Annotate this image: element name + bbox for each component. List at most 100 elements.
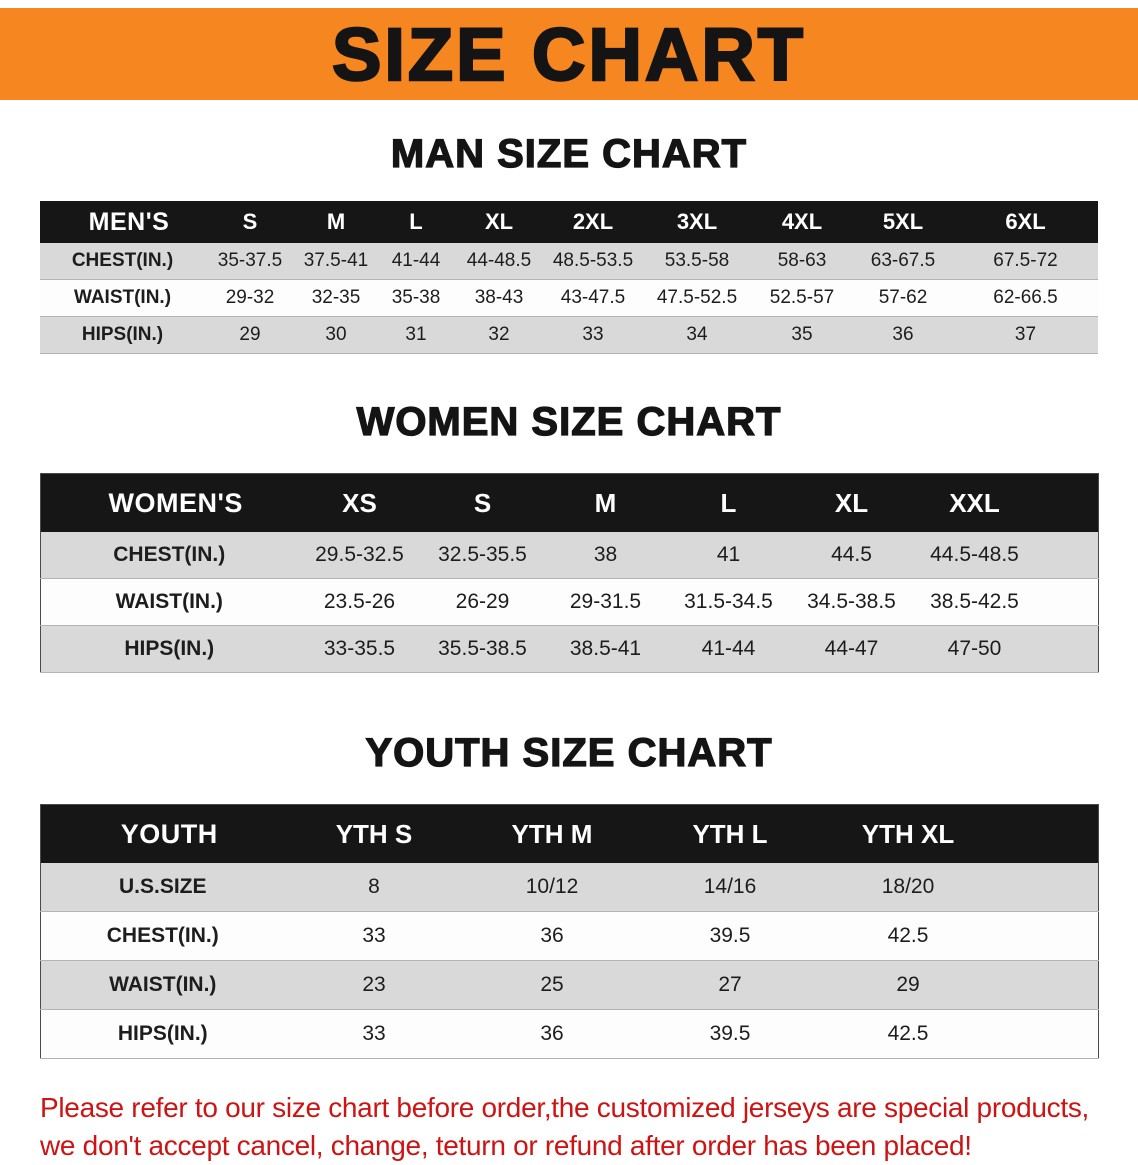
row-label: WAIST(IN.) — [40, 578, 298, 626]
women-size-table: WOMEN'S XS S M L XL XXL CHEST(IN.) 29.5-… — [39, 473, 1099, 673]
size-header-cell: S — [205, 201, 295, 243]
size-header-cell: XS — [298, 473, 421, 532]
size-value-cell: 31 — [377, 316, 455, 354]
size-value-cell: 33-35.5 — [298, 625, 421, 673]
row-label: U.S.SIZE — [40, 863, 285, 912]
size-value-cell: 67.5-72 — [953, 243, 1098, 280]
filler-cell — [997, 960, 1098, 1010]
men-waist-row: WAIST(IN.) 29-32 32-35 35-38 38-43 43-47… — [40, 279, 1098, 317]
size-value-cell: 36 — [463, 1009, 641, 1059]
disclaimer-line-2: we don't accept cancel, change, teturn o… — [40, 1129, 972, 1161]
women-waist-row: WAIST(IN.) 23.5-26 26-29 29-31.5 31.5-34… — [40, 578, 1098, 626]
size-value-cell: 29 — [205, 316, 295, 354]
filler-cell — [1036, 532, 1098, 579]
filler-cell — [997, 1009, 1098, 1059]
size-header-cell: L — [377, 201, 455, 243]
youth-section-heading: YOUTH SIZE CHART — [365, 730, 773, 775]
size-value-cell: 48.5-53.5 — [543, 243, 643, 280]
size-value-cell: 25 — [463, 960, 641, 1010]
filler-cell — [1036, 625, 1098, 673]
men-header-row: MEN'S S M L XL 2XL 3XL 4XL 5XL 6XL — [40, 201, 1098, 243]
size-value-cell: 47.5-52.5 — [643, 279, 751, 317]
size-value-cell: 44.5 — [790, 532, 913, 579]
size-header-cell: 4XL — [751, 201, 853, 243]
size-value-cell: 53.5-58 — [643, 243, 751, 280]
size-value-cell: 34 — [643, 316, 751, 354]
row-label: HIPS(IN.) — [40, 1009, 285, 1059]
size-header-cell: 5XL — [853, 201, 953, 243]
size-value-cell: 34.5-38.5 — [790, 578, 913, 626]
size-chart-page: SIZE CHART MAN SIZE CHART MEN'S S M L XL… — [0, 8, 1138, 1161]
size-value-cell: 38.5-42.5 — [913, 578, 1036, 626]
filler-cell — [1036, 473, 1098, 532]
filler-cell — [997, 911, 1098, 961]
youth-header-row: YOUTH YTH S YTH M YTH L YTH XL — [40, 804, 1098, 863]
youth-hips-row: HIPS(IN.) 33 36 39.5 42.5 — [40, 1009, 1098, 1059]
size-value-cell: 41-44 — [667, 625, 790, 673]
size-value-cell: 14/16 — [641, 863, 819, 912]
size-value-cell: 31.5-34.5 — [667, 578, 790, 626]
size-value-cell: 30 — [295, 316, 377, 354]
filler-cell — [1036, 578, 1098, 626]
size-value-cell: 29-32 — [205, 279, 295, 317]
size-value-cell: 44-48.5 — [455, 243, 543, 280]
women-hips-row: HIPS(IN.) 33-35.5 35.5-38.5 38.5-41 41-4… — [40, 625, 1098, 673]
size-value-cell: 32-35 — [295, 279, 377, 317]
men-table-title: MEN'S — [40, 201, 205, 243]
size-value-cell: 33 — [543, 316, 643, 354]
size-header-cell: M — [295, 201, 377, 243]
size-header-cell: YTH S — [285, 804, 463, 863]
women-chest-row: CHEST(IN.) 29.5-32.5 32.5-35.5 38 41 44.… — [40, 532, 1098, 579]
size-value-cell: 36 — [463, 911, 641, 961]
youth-table-title: YOUTH — [40, 804, 285, 863]
size-value-cell: 37.5-41 — [295, 243, 377, 280]
size-value-cell: 38 — [544, 532, 667, 579]
size-value-cell: 8 — [285, 863, 463, 912]
size-value-cell: 57-62 — [853, 279, 953, 317]
size-value-cell: 29-31.5 — [544, 578, 667, 626]
size-value-cell: 44-47 — [790, 625, 913, 673]
size-value-cell: 58-63 — [751, 243, 853, 280]
size-header-cell: YTH XL — [819, 804, 997, 863]
size-value-cell: 32.5-35.5 — [421, 532, 544, 579]
size-header-cell: 3XL — [643, 201, 751, 243]
banner: SIZE CHART — [0, 8, 1138, 100]
size-header-cell: M — [544, 473, 667, 532]
size-value-cell: 43-47.5 — [543, 279, 643, 317]
size-value-cell: 37 — [953, 316, 1098, 354]
size-value-cell: 38.5-41 — [544, 625, 667, 673]
size-value-cell: 18/20 — [819, 863, 997, 912]
size-header-cell: L — [667, 473, 790, 532]
size-value-cell: 47-50 — [913, 625, 1036, 673]
row-label: CHEST(IN.) — [40, 243, 205, 280]
men-hips-row: HIPS(IN.) 29 30 31 32 33 34 35 36 37 — [40, 316, 1098, 354]
size-value-cell: 35-38 — [377, 279, 455, 317]
size-value-cell: 35-37.5 — [205, 243, 295, 280]
size-value-cell: 29 — [819, 960, 997, 1010]
row-label: WAIST(IN.) — [40, 279, 205, 317]
size-value-cell: 23.5-26 — [298, 578, 421, 626]
size-header-cell: XXL — [913, 473, 1036, 532]
size-value-cell: 23 — [285, 960, 463, 1010]
size-value-cell: 35 — [751, 316, 853, 354]
size-value-cell: 41-44 — [377, 243, 455, 280]
row-label: CHEST(IN.) — [40, 911, 285, 961]
men-chest-row: CHEST(IN.) 35-37.5 37.5-41 41-44 44-48.5… — [40, 243, 1098, 280]
size-value-cell: 41 — [667, 532, 790, 579]
row-label: CHEST(IN.) — [40, 532, 298, 579]
size-header-cell: YTH M — [463, 804, 641, 863]
disclaimer-line-1: Please refer to our size chart before or… — [40, 1092, 1090, 1123]
women-section-heading: WOMEN SIZE CHART — [356, 399, 782, 444]
disclaimer: Please refer to our size chart before or… — [40, 1089, 1098, 1165]
size-value-cell: 44.5-48.5 — [913, 532, 1036, 579]
filler-cell — [997, 863, 1098, 912]
size-value-cell: 62-66.5 — [953, 279, 1098, 317]
youth-size-table: YOUTH YTH S YTH M YTH L YTH XL U.S.SIZE … — [39, 804, 1099, 1059]
row-label: WAIST(IN.) — [40, 960, 285, 1010]
men-size-table: MEN'S S M L XL 2XL 3XL 4XL 5XL 6XL CHEST… — [40, 201, 1098, 354]
size-value-cell: 10/12 — [463, 863, 641, 912]
youth-chest-row: CHEST(IN.) 33 36 39.5 42.5 — [40, 911, 1098, 961]
size-value-cell: 27 — [641, 960, 819, 1010]
size-header-cell: 6XL — [953, 201, 1098, 243]
size-value-cell: 36 — [853, 316, 953, 354]
